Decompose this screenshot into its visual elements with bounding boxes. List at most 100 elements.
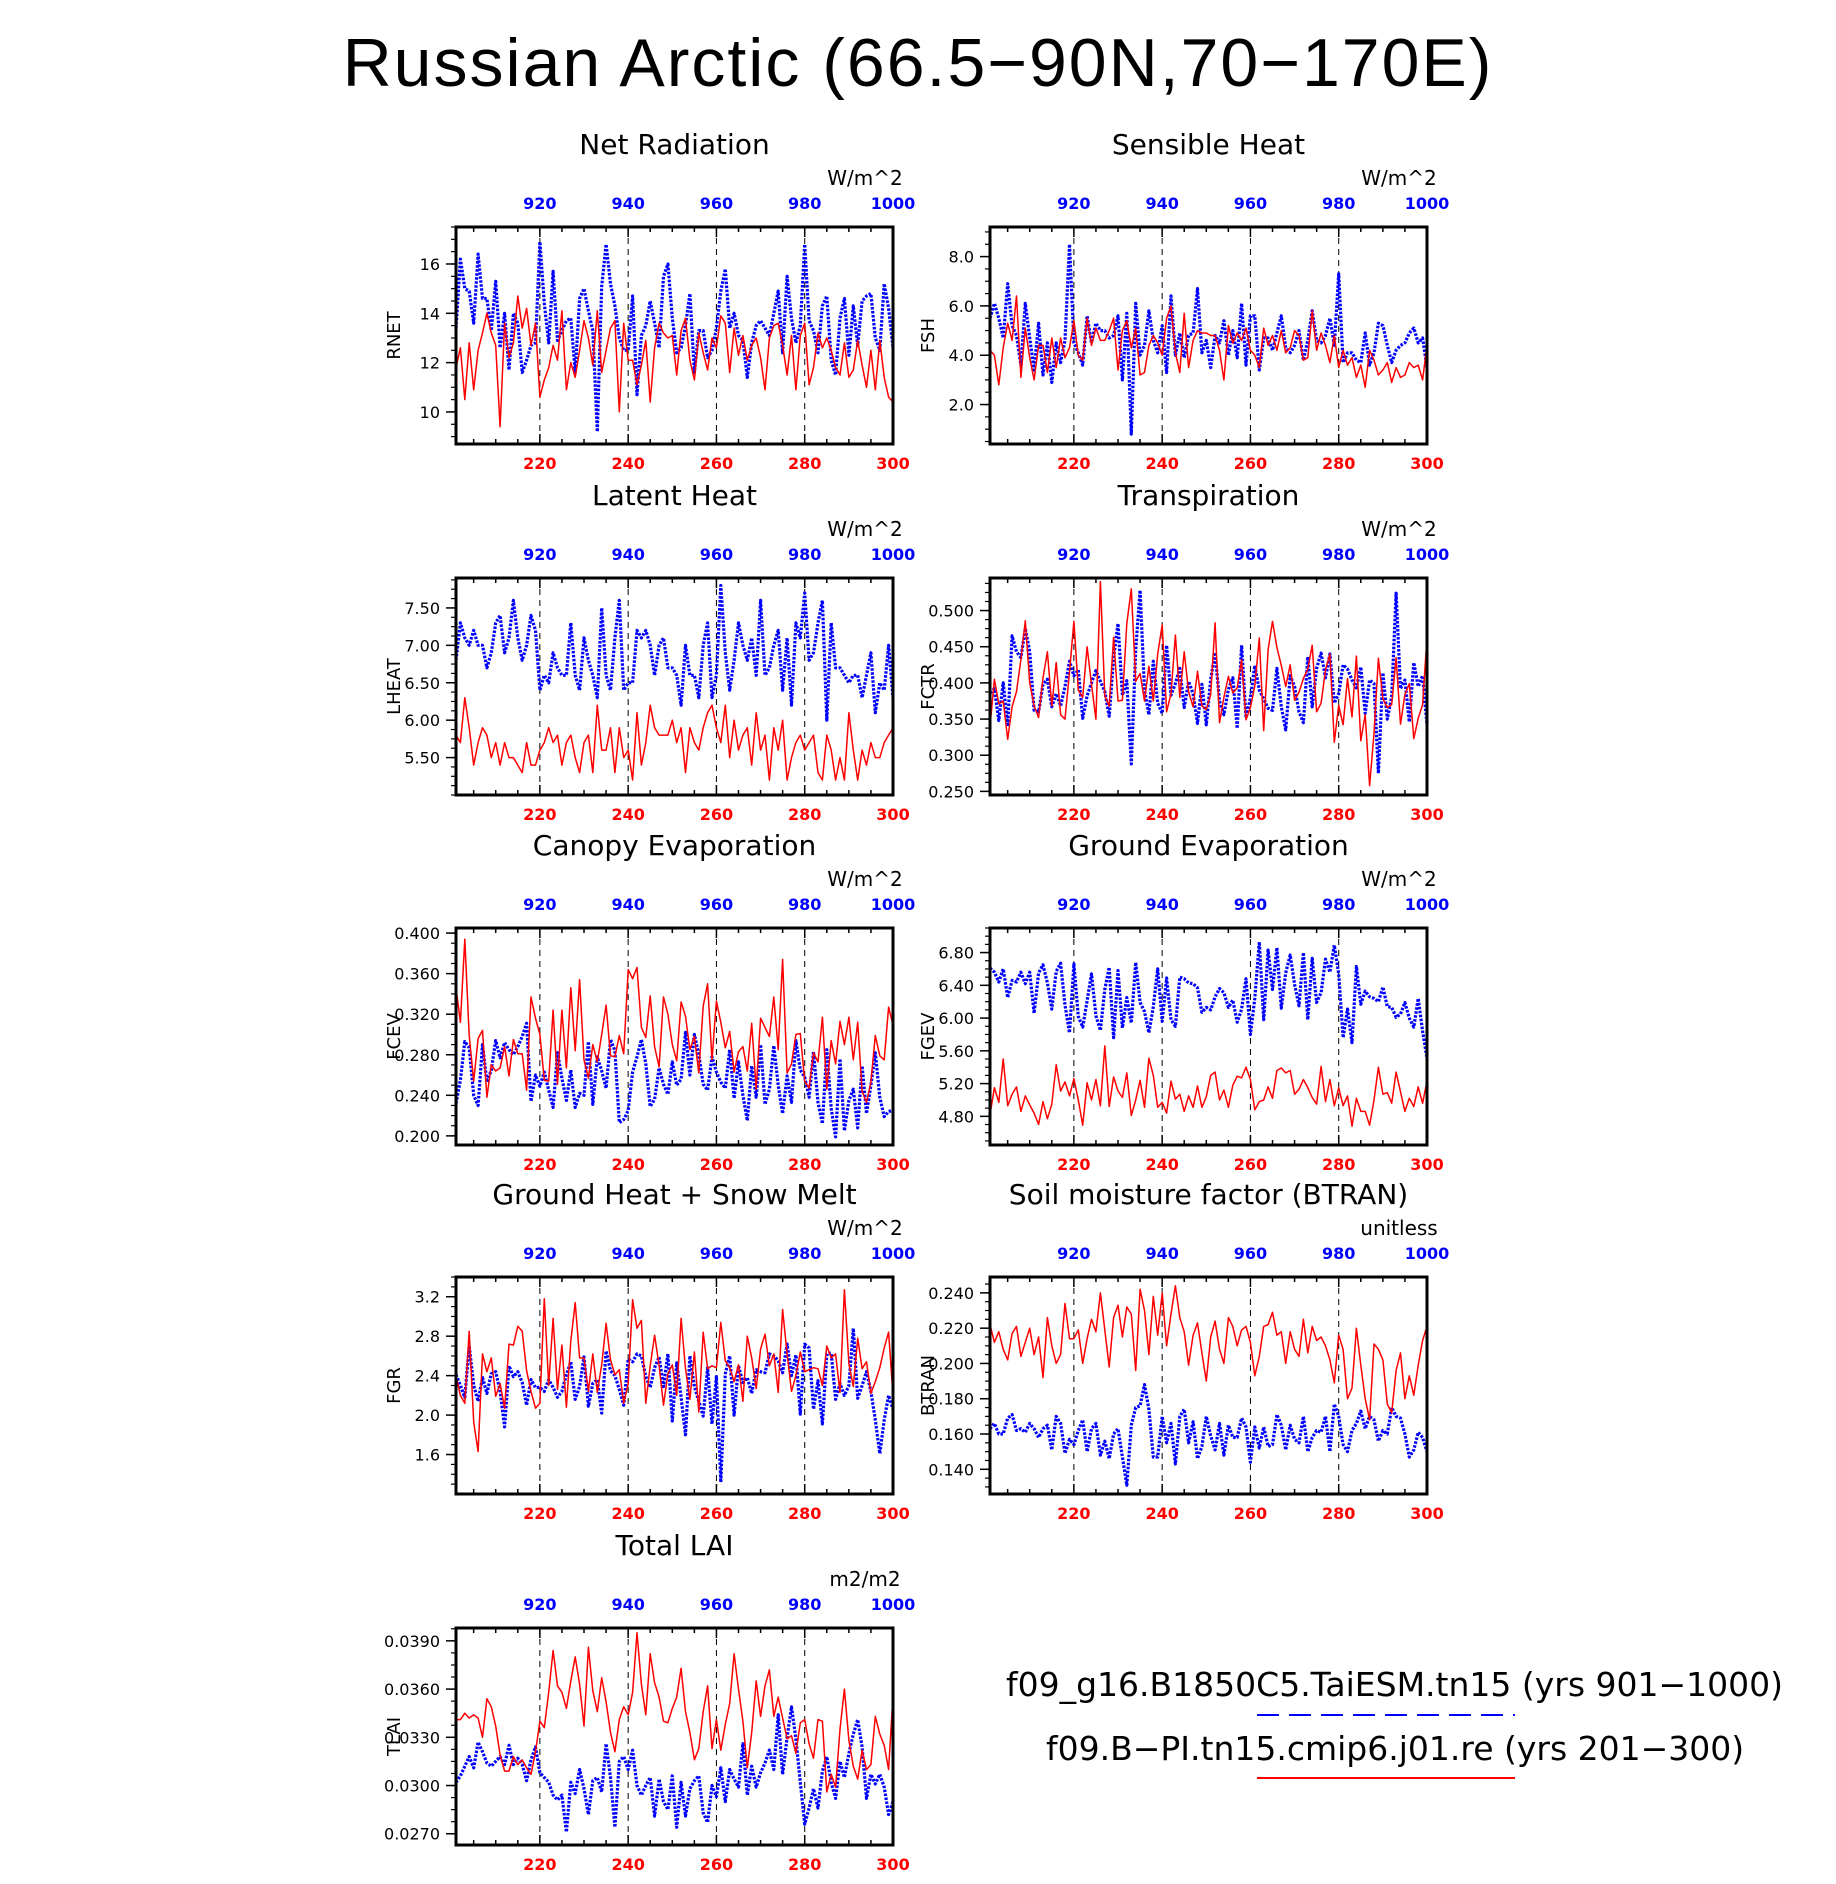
x-top-tick-label: 960 bbox=[700, 1244, 733, 1263]
x-bottom-tick-label: 220 bbox=[1057, 454, 1090, 473]
figure-title: Russian Arctic (66.5−90N,70−170E) bbox=[342, 25, 1494, 101]
x-bottom-tick-label: 280 bbox=[788, 805, 821, 824]
x-top-tick-label: 980 bbox=[1322, 194, 1355, 213]
y-tick-label: 5.50 bbox=[404, 749, 440, 768]
x-top-tick-label: 920 bbox=[523, 1595, 556, 1614]
panel-lheat: Latent Heat W/m^2 LHEAT 220 240 260 280 300 920 9… bbox=[384, 479, 915, 824]
y-tick-label: 0.0300 bbox=[384, 1777, 440, 1796]
x-bottom-tick-label: 220 bbox=[523, 454, 556, 473]
series-line-exp2 bbox=[989, 1045, 1428, 1127]
x-top-tick-label: 940 bbox=[1145, 545, 1178, 564]
x-bottom-tick-label: 240 bbox=[611, 805, 644, 824]
panel-title: Latent Heat bbox=[592, 479, 757, 512]
series-line-exp2 bbox=[989, 295, 1428, 389]
y-axis-label: FSH bbox=[918, 318, 939, 353]
panel-fcev: Canopy Evaporation W/m^2 FCEV 220 240 260 280 3… bbox=[384, 829, 915, 1174]
y-axis-label: FCTR bbox=[918, 663, 939, 709]
x-top-tick-label: 1000 bbox=[871, 1244, 916, 1263]
x-top-tick-label: 940 bbox=[611, 1244, 644, 1263]
y-tick-label: 0.220 bbox=[928, 1319, 974, 1338]
units-label: unitless bbox=[1360, 1216, 1437, 1240]
y-axis-label: TLAI bbox=[384, 1717, 405, 1757]
y-axis-label: FGR bbox=[384, 1367, 405, 1404]
series-line-exp1 bbox=[454, 1705, 895, 1834]
panel-rnet: Net Radiation W/m^2 RNET 220 240 260 280 300 920… bbox=[384, 128, 915, 473]
x-bottom-tick-label: 220 bbox=[1057, 1155, 1090, 1174]
series-line-exp2 bbox=[455, 696, 894, 781]
x-bottom-tick-label: 300 bbox=[1410, 454, 1443, 473]
x-top-tick-label: 980 bbox=[788, 1595, 821, 1614]
x-bottom-tick-label: 240 bbox=[1145, 805, 1178, 824]
x-top-tick-label: 960 bbox=[700, 194, 733, 213]
units-label: m2/m2 bbox=[829, 1567, 900, 1591]
series-line-exp1 bbox=[988, 242, 1429, 436]
panel-title: Ground Heat + Snow Melt bbox=[492, 1178, 856, 1211]
x-top-tick-label: 1000 bbox=[1405, 545, 1450, 564]
y-tick-label: 2.8 bbox=[415, 1327, 440, 1346]
x-top-tick-label: 1000 bbox=[1405, 194, 1450, 213]
legend-exp1-label: f09_g16.B1850C5.TaiESM.tn15 (yrs 901−100… bbox=[1006, 1665, 1784, 1704]
y-tick-label: 0.160 bbox=[928, 1425, 974, 1444]
series-line-exp1 bbox=[988, 1382, 1429, 1487]
x-top-tick-label: 980 bbox=[788, 895, 821, 914]
x-bottom-tick-label: 220 bbox=[523, 1504, 556, 1523]
x-top-tick-label: 920 bbox=[1057, 545, 1090, 564]
x-bottom-tick-label: 220 bbox=[1057, 1504, 1090, 1523]
x-top-tick-label: 940 bbox=[611, 545, 644, 564]
plot-frame bbox=[988, 225, 1429, 446]
y-tick-label: 12 bbox=[420, 354, 440, 373]
units-label: W/m^2 bbox=[827, 166, 902, 190]
x-bottom-tick-label: 280 bbox=[1322, 1504, 1355, 1523]
units-label: W/m^2 bbox=[1361, 166, 1436, 190]
x-top-tick-label: 940 bbox=[1145, 1244, 1178, 1263]
panel-fgev: Ground Evaporation W/m^2 FGEV 220 240 260 280 3… bbox=[918, 829, 1449, 1174]
y-tick-label: 0.360 bbox=[394, 965, 440, 984]
y-tick-label: 0.320 bbox=[394, 1005, 440, 1024]
x-top-tick-label: 920 bbox=[523, 895, 556, 914]
panel-fsh: Sensible Heat W/m^2 FSH 220 240 260 280 300 920 9… bbox=[918, 128, 1449, 473]
series-line-exp1 bbox=[988, 940, 1429, 1059]
x-bottom-tick-label: 300 bbox=[1410, 805, 1443, 824]
y-tick-label: 6.00 bbox=[938, 1009, 974, 1028]
x-bottom-tick-label: 260 bbox=[700, 805, 733, 824]
x-bottom-tick-label: 240 bbox=[611, 1855, 644, 1874]
x-bottom-tick-label: 280 bbox=[1322, 1155, 1355, 1174]
y-tick-label: 14 bbox=[420, 304, 440, 323]
y-tick-label: 10 bbox=[420, 403, 440, 422]
x-bottom-tick-label: 240 bbox=[611, 454, 644, 473]
y-tick-label: 7.00 bbox=[404, 636, 440, 655]
x-top-tick-label: 1000 bbox=[871, 895, 916, 914]
x-bottom-tick-label: 240 bbox=[1145, 1155, 1178, 1174]
x-bottom-tick-label: 220 bbox=[523, 805, 556, 824]
x-bottom-tick-label: 280 bbox=[788, 1855, 821, 1874]
x-bottom-tick-label: 220 bbox=[1057, 805, 1090, 824]
x-bottom-tick-label: 240 bbox=[611, 1155, 644, 1174]
x-bottom-tick-label: 260 bbox=[1234, 805, 1267, 824]
y-tick-label: 0.350 bbox=[928, 710, 974, 729]
panel-fctr: Transpiration W/m^2 FCTR 220 240 260 280 300 920… bbox=[918, 479, 1449, 824]
x-top-tick-label: 920 bbox=[1057, 895, 1090, 914]
y-tick-label: 0.140 bbox=[928, 1460, 974, 1479]
x-top-tick-label: 980 bbox=[788, 194, 821, 213]
x-bottom-tick-label: 280 bbox=[788, 1155, 821, 1174]
plot-frame bbox=[454, 225, 895, 446]
x-top-tick-label: 940 bbox=[611, 194, 644, 213]
y-axis-label: FGEV bbox=[918, 1012, 939, 1061]
y-tick-label: 0.400 bbox=[394, 924, 440, 943]
plot-frame bbox=[454, 576, 895, 797]
y-tick-label: 5.20 bbox=[938, 1075, 974, 1094]
x-bottom-tick-label: 280 bbox=[1322, 454, 1355, 473]
x-top-tick-label: 1000 bbox=[871, 1595, 916, 1614]
x-top-tick-label: 1000 bbox=[871, 194, 916, 213]
x-top-tick-label: 980 bbox=[1322, 545, 1355, 564]
y-tick-label: 1.6 bbox=[415, 1446, 440, 1465]
units-label: W/m^2 bbox=[827, 517, 902, 541]
x-bottom-tick-label: 260 bbox=[1234, 1504, 1267, 1523]
x-bottom-tick-label: 220 bbox=[523, 1855, 556, 1874]
series-line-exp1 bbox=[988, 588, 1429, 775]
panel-title: Canopy Evaporation bbox=[533, 829, 816, 862]
x-bottom-tick-label: 260 bbox=[700, 1155, 733, 1174]
x-bottom-tick-label: 280 bbox=[788, 454, 821, 473]
x-top-tick-label: 960 bbox=[1234, 1244, 1267, 1263]
